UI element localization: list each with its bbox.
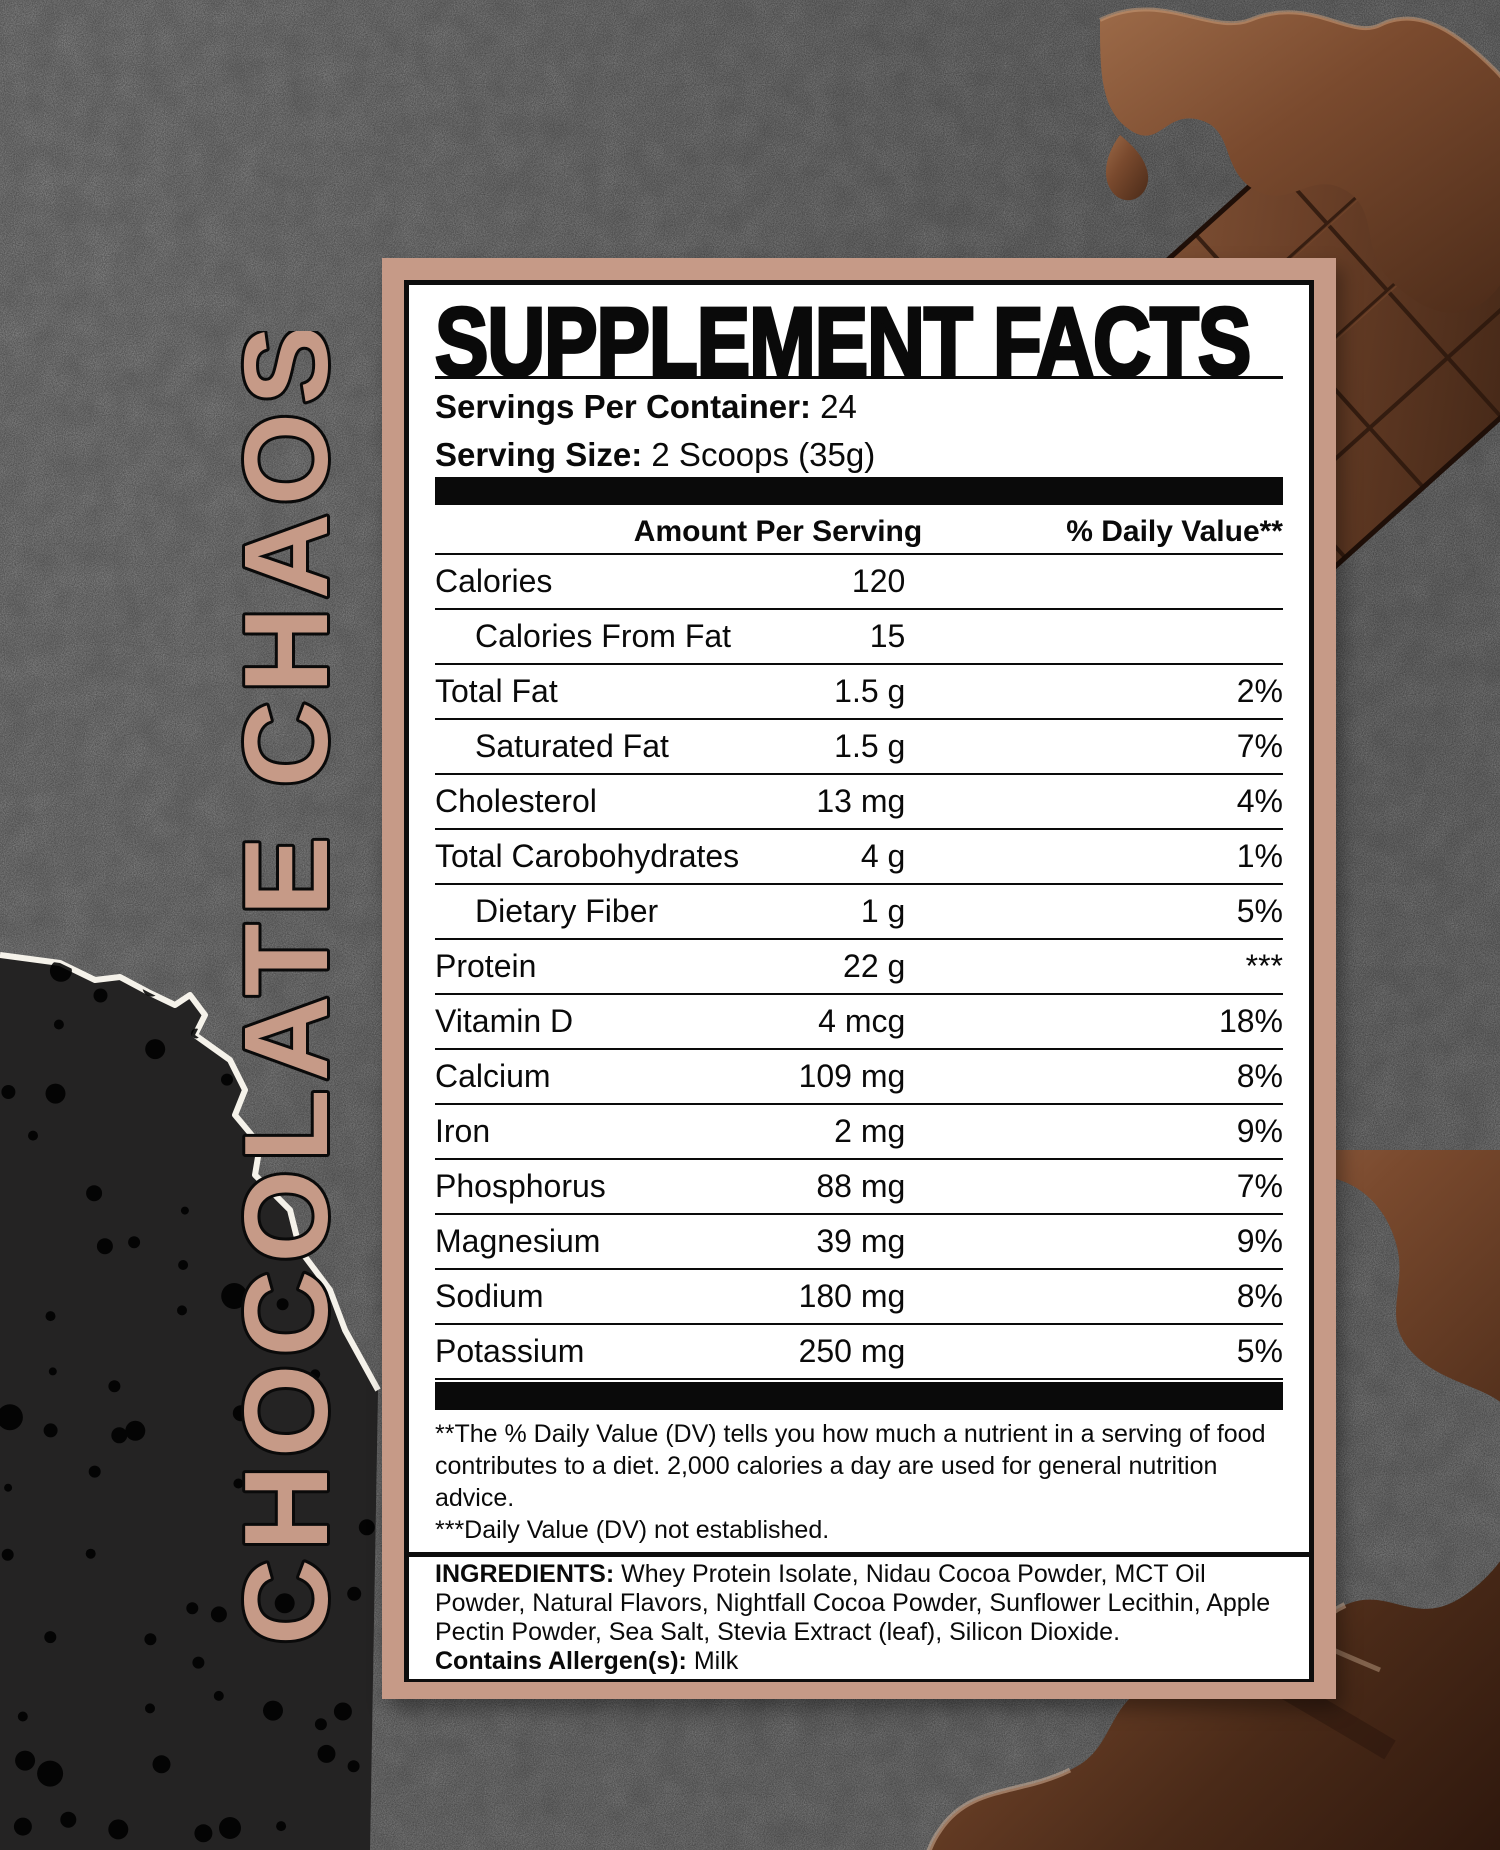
svg-text:CHOCOLATE CHAOS: CHOCOLATE CHAOS [220, 331, 353, 1645]
